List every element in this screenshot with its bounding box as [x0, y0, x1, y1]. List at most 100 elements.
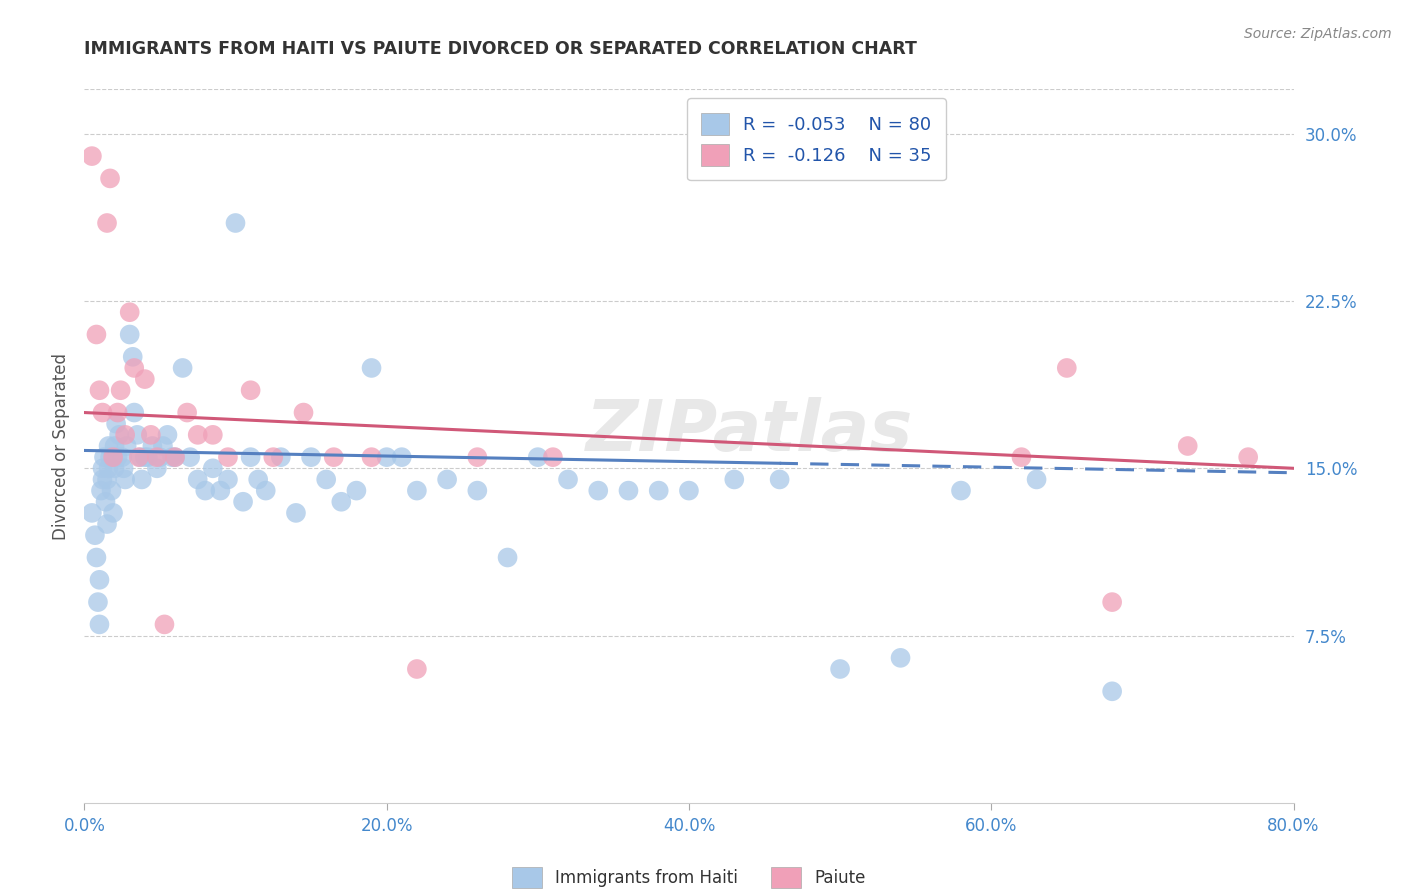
- Point: [93, 450, 115, 465]
- Point: [225, 216, 247, 230]
- Point: [89, 617, 111, 632]
- Point: [172, 360, 194, 375]
- Point: [217, 450, 239, 465]
- Point: [617, 483, 640, 498]
- Point: [101, 506, 124, 520]
- Point: [165, 450, 187, 465]
- Point: [107, 450, 129, 465]
- Point: [111, 450, 134, 465]
- Point: [496, 550, 519, 565]
- Point: [91, 405, 114, 420]
- Point: [176, 405, 198, 420]
- Point: [830, 662, 852, 676]
- Point: [541, 450, 564, 465]
- Point: [139, 427, 162, 442]
- Point: [86, 327, 108, 342]
- Point: [122, 405, 145, 420]
- Point: [96, 517, 118, 532]
- Point: [114, 473, 136, 487]
- Point: [254, 483, 277, 498]
- Point: [152, 439, 174, 453]
- Point: [98, 171, 121, 186]
- Point: [436, 473, 458, 487]
- Point: [104, 439, 127, 453]
- Point: [1101, 595, 1123, 609]
- Point: [467, 483, 489, 498]
- Point: [723, 473, 745, 487]
- Point: [108, 427, 131, 442]
- Point: [375, 450, 398, 465]
- Point: [134, 450, 156, 465]
- Point: [136, 450, 159, 465]
- Point: [110, 384, 132, 398]
- Point: [98, 450, 121, 465]
- Point: [91, 461, 114, 475]
- Point: [299, 450, 322, 465]
- Point: [118, 305, 141, 319]
- Point: [96, 216, 118, 230]
- Point: [149, 450, 172, 465]
- Point: [104, 461, 127, 475]
- Point: [406, 662, 429, 676]
- Legend: Immigrants from Haiti, Paiute: Immigrants from Haiti, Paiute: [505, 861, 873, 892]
- Point: [84, 528, 107, 542]
- Point: [97, 439, 120, 453]
- Point: [96, 473, 118, 487]
- Point: [165, 450, 187, 465]
- Point: [247, 473, 270, 487]
- Point: [118, 327, 141, 342]
- Point: [194, 483, 217, 498]
- Point: [292, 405, 315, 420]
- Point: [107, 405, 129, 420]
- Point: [121, 350, 143, 364]
- Point: [187, 427, 209, 442]
- Point: [1056, 360, 1078, 375]
- Point: [1011, 450, 1033, 465]
- Point: [114, 427, 136, 442]
- Point: [187, 473, 209, 487]
- Point: [146, 450, 169, 465]
- Point: [648, 483, 671, 498]
- Point: [86, 550, 108, 565]
- Point: [128, 450, 150, 465]
- Text: ZIPatlas: ZIPatlas: [586, 397, 912, 467]
- Point: [87, 595, 110, 609]
- Point: [201, 427, 224, 442]
- Point: [346, 483, 368, 498]
- Point: [262, 450, 284, 465]
- Point: [678, 483, 700, 498]
- Point: [141, 439, 163, 453]
- Point: [129, 450, 152, 465]
- Point: [127, 427, 149, 442]
- Point: [90, 483, 112, 498]
- Point: [1025, 473, 1047, 487]
- Point: [330, 494, 353, 508]
- Point: [467, 450, 489, 465]
- Point: [156, 427, 179, 442]
- Point: [322, 450, 344, 465]
- Point: [360, 360, 382, 375]
- Point: [89, 573, 111, 587]
- Point: [112, 461, 135, 475]
- Point: [239, 450, 262, 465]
- Point: [91, 473, 114, 487]
- Point: [134, 372, 156, 386]
- Point: [115, 439, 138, 453]
- Point: [105, 417, 128, 431]
- Point: [270, 450, 292, 465]
- Point: [239, 384, 262, 398]
- Point: [122, 360, 145, 375]
- Point: [101, 450, 124, 465]
- Point: [588, 483, 610, 498]
- Point: [1237, 450, 1260, 465]
- Point: [80, 149, 103, 163]
- Point: [769, 473, 792, 487]
- Point: [890, 651, 912, 665]
- Text: Source: ZipAtlas.com: Source: ZipAtlas.com: [1244, 27, 1392, 41]
- Point: [97, 461, 120, 475]
- Y-axis label: Divorced or Separated: Divorced or Separated: [52, 352, 70, 540]
- Point: [285, 506, 308, 520]
- Point: [146, 461, 169, 475]
- Point: [153, 617, 176, 632]
- Point: [557, 473, 579, 487]
